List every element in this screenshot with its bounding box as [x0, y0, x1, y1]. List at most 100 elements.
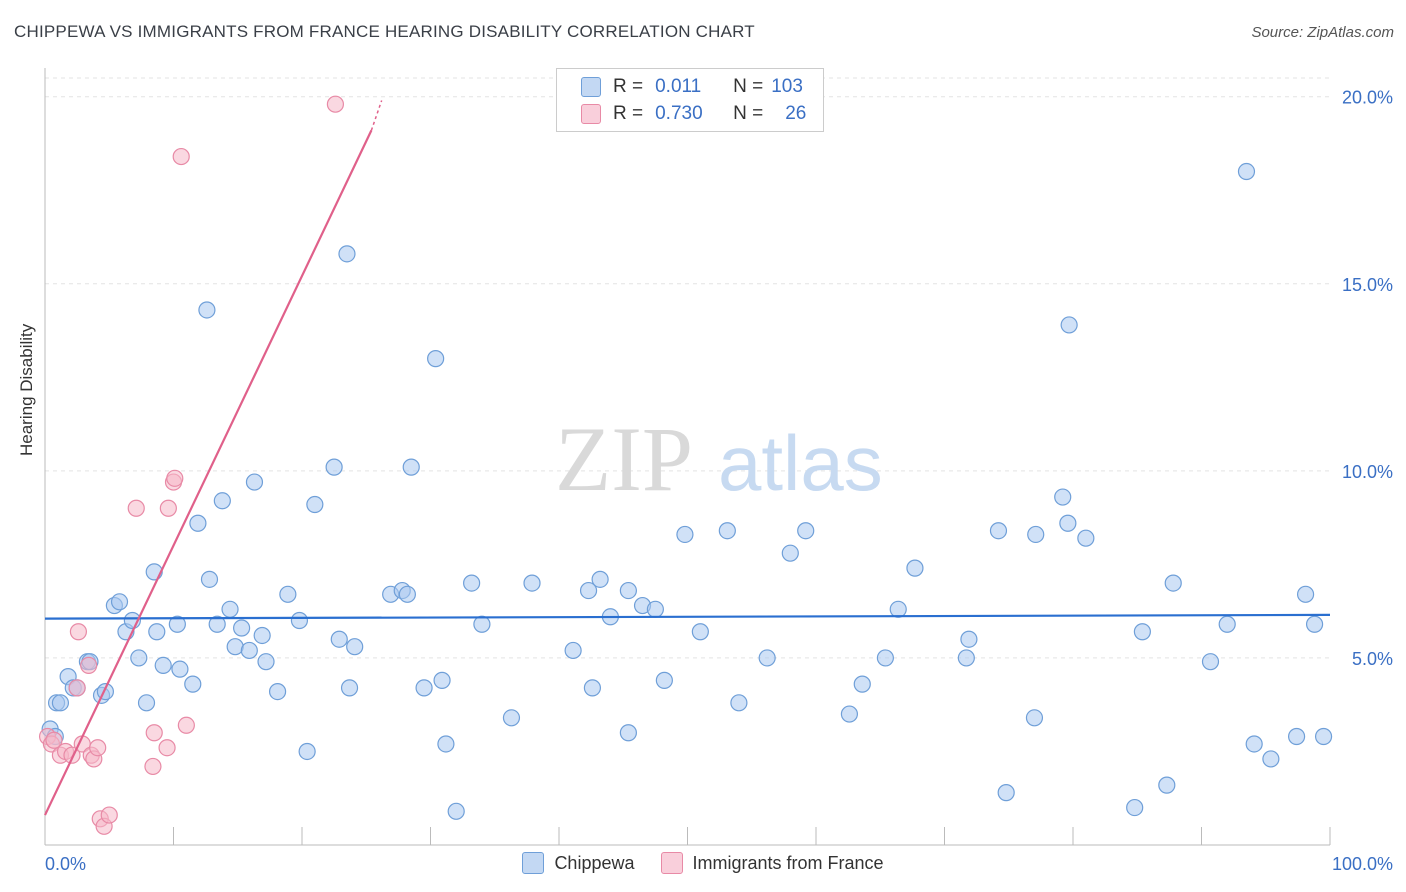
chippewa-point	[523, 574, 541, 592]
chippewa-point	[1133, 623, 1151, 641]
chippewa-point	[338, 245, 356, 263]
chippewa-point	[1027, 525, 1045, 544]
chippewa-point	[1059, 514, 1077, 532]
chippewa-point	[233, 619, 251, 637]
gridlines	[45, 77, 1330, 659]
chippewa-point	[447, 802, 465, 820]
chippewa-point	[463, 574, 481, 592]
france-point	[159, 499, 177, 517]
france-point	[172, 147, 190, 166]
chippewa-point	[876, 649, 894, 667]
chippewa-point	[564, 641, 582, 660]
chippewa-point	[1164, 574, 1182, 592]
chippewa-point	[398, 585, 416, 603]
chippewa-point	[1245, 735, 1263, 753]
legend-label-chippewa: Chippewa	[554, 852, 635, 873]
y-tick-label: 20.0%	[1342, 88, 1393, 108]
x-tick-label: 0.0%	[45, 854, 86, 874]
chart-title: CHIPPEWA VS IMMIGRANTS FROM FRANCE HEARI…	[14, 22, 755, 41]
chippewa-point	[1314, 727, 1333, 746]
chippewa-point	[110, 593, 129, 611]
france-point	[69, 623, 88, 641]
y-tick-label: 10.0%	[1342, 462, 1393, 482]
chippewa-point	[1218, 615, 1236, 633]
source-label: Source: ZipAtlas.com	[1251, 24, 1394, 41]
chippewa-point	[889, 600, 907, 618]
france-point	[127, 499, 145, 517]
chippewa-point	[200, 570, 219, 588]
chippewa-points	[41, 162, 1333, 820]
chippewa-point	[473, 615, 491, 633]
chippewa-trend-line	[44, 613, 1331, 620]
chippewa-point	[221, 600, 239, 618]
france-point	[100, 806, 118, 824]
france-points	[38, 95, 345, 835]
france-point	[68, 679, 86, 697]
chippewa-point	[1296, 585, 1315, 603]
chippewa-point	[168, 615, 186, 633]
chippewa-point	[325, 458, 343, 476]
france-point	[89, 739, 107, 757]
legend-r-label: R =	[613, 76, 644, 97]
chippewa-point	[240, 641, 258, 660]
chippewa-point	[171, 660, 189, 678]
legend-swatch-pink	[660, 852, 683, 874]
chippewa-point	[290, 611, 309, 630]
axes	[44, 68, 1331, 846]
france-point	[158, 739, 176, 757]
chippewa-point	[184, 675, 202, 693]
chippewa-point	[433, 671, 451, 689]
y-tick-label: 5.0%	[1352, 649, 1393, 669]
chippewa-point	[130, 649, 148, 667]
watermark-atlas: atlas	[718, 419, 883, 507]
france-point	[45, 731, 63, 749]
x-tick-label: 100.0%	[1332, 854, 1393, 874]
chippewa-point	[960, 630, 978, 648]
chippewa-point	[402, 458, 420, 476]
legend-n-label: N =	[733, 76, 764, 97]
legend-row-chippewa: R = 0.011 N = 103	[581, 74, 803, 100]
chippewa-point	[1077, 529, 1095, 547]
chippewa-point	[253, 626, 271, 645]
series-legend: Chippewa Immigrants from France	[0, 852, 1406, 874]
chippewa-point	[340, 679, 359, 697]
chippewa-point	[957, 649, 975, 667]
chippewa-point	[213, 492, 231, 510]
chippewa-point	[1126, 798, 1144, 817]
chippewa-point	[330, 630, 348, 648]
chippewa-point	[730, 694, 748, 712]
chippewa-point	[989, 522, 1008, 540]
chippewa-point	[619, 724, 637, 742]
france-trend-extension	[370, 100, 383, 131]
legend-n-value: 103	[771, 76, 803, 97]
chippewa-point	[437, 735, 455, 753]
legend-n-value: 26	[785, 103, 807, 124]
chippewa-point	[591, 570, 609, 588]
chippewa-point	[840, 705, 859, 723]
chippewa-point	[1305, 615, 1324, 633]
legend-item-france: Immigrants from France	[660, 852, 884, 874]
chippewa-point	[997, 784, 1015, 802]
france-point	[145, 724, 163, 742]
chippewa-point	[279, 585, 297, 603]
chippewa-point	[676, 525, 694, 544]
chippewa-point	[797, 522, 815, 540]
legend-label-france: Immigrants from France	[692, 852, 884, 873]
legend-item-chippewa: Chippewa	[522, 852, 635, 874]
france-point	[80, 656, 98, 675]
france-point	[326, 95, 345, 113]
chippewa-point	[415, 679, 433, 697]
legend-n-label: N =	[733, 103, 764, 124]
chippewa-point	[427, 350, 445, 368]
chippewa-point	[691, 623, 709, 641]
legend-swatch-pink	[581, 104, 601, 124]
chippewa-point	[245, 473, 264, 491]
chippewa-point	[502, 709, 521, 727]
chippewa-point	[583, 679, 602, 697]
france-trend-line	[44, 129, 373, 816]
chippewa-point	[758, 649, 776, 667]
chippewa-point	[148, 623, 166, 641]
legend-swatch-blue	[522, 852, 545, 874]
legend-row-france: R = 0.730 N = 26	[581, 101, 806, 127]
chippewa-point	[189, 514, 207, 532]
